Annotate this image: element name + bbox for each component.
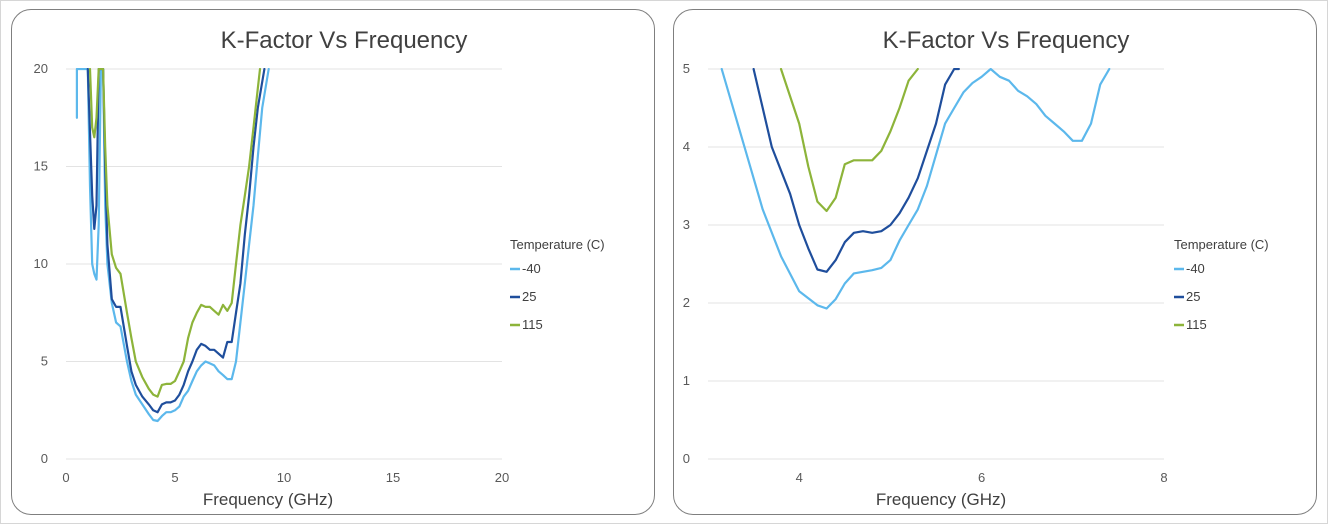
x-axis-title: Frequency (GHz)	[203, 490, 333, 509]
chart-panel-zoomed: 0 1 2 3 4 5 4 6 8 K-Factor Vs Frequency Frequenc…	[673, 9, 1317, 515]
x-tick-label: 6	[978, 470, 985, 485]
y-tick-label: 0	[683, 451, 690, 466]
y-tick-label: 10	[34, 256, 48, 271]
legend-label: 25	[522, 289, 536, 304]
series-line-25	[752, 68, 960, 273]
x-tick-label: 4	[796, 470, 803, 485]
x-tick-label: 0	[62, 470, 69, 485]
legend-label: 25	[1186, 289, 1200, 304]
series-line-115	[779, 68, 919, 213]
x-axis-title: Frequency (GHz)	[876, 490, 1006, 509]
chart-title: K-Factor Vs Frequency	[883, 27, 1130, 54]
series-line-115	[88, 68, 262, 398]
series-line--40	[720, 68, 1111, 310]
x-tick-label: 15	[386, 470, 400, 485]
legend-label: 115	[522, 317, 543, 332]
chart-panel-full-range: 0 5 10 15 20 0 5 10 15 20 K-Factor Vs Frequency F…	[11, 9, 655, 515]
legend-label: -40	[522, 261, 541, 276]
legend-title: Temperature (C)	[1174, 237, 1269, 252]
chart-svg-zoomed: 0 1 2 3 4 5 4 6 8 K-Factor Vs Frequency Frequenc…	[683, 27, 1269, 509]
x-tick-label: 10	[277, 470, 291, 485]
x-tick-label: 5	[171, 470, 178, 485]
y-tick-label: 4	[683, 139, 690, 154]
y-tick-label: 3	[683, 217, 690, 232]
y-tick-label: 5	[41, 354, 48, 369]
y-tick-label: 0	[41, 451, 48, 466]
chart-svg-full-range: 0 5 10 15 20 0 5 10 15 20 K-Factor Vs Frequency F…	[34, 27, 605, 509]
x-tick-label: 20	[495, 470, 509, 485]
y-tick-label: 20	[34, 61, 48, 76]
legend-label: 115	[1186, 317, 1207, 332]
legend-label: -40	[1186, 261, 1205, 276]
x-tick-label: 8	[1160, 470, 1167, 485]
y-tick-label: 2	[683, 295, 690, 310]
y-tick-label: 1	[683, 373, 690, 388]
series-line--40	[75, 68, 270, 423]
y-tick-label: 15	[34, 159, 48, 174]
chart-title: K-Factor Vs Frequency	[221, 27, 468, 54]
legend-title: Temperature (C)	[510, 237, 605, 252]
y-tick-label: 5	[683, 61, 690, 76]
